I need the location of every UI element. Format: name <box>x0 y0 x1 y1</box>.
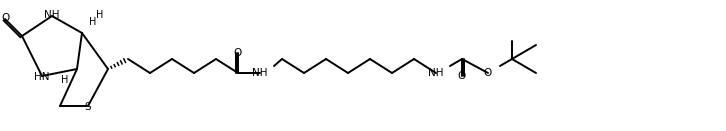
Text: H: H <box>89 17 97 27</box>
Text: H: H <box>97 10 104 20</box>
Text: O: O <box>484 68 492 78</box>
Text: NH: NH <box>428 68 444 78</box>
Text: O: O <box>458 71 466 81</box>
Text: NH: NH <box>252 68 268 78</box>
Text: O: O <box>1 13 9 23</box>
Text: HN: HN <box>34 72 50 82</box>
Text: H: H <box>61 75 69 85</box>
Text: NH: NH <box>44 10 60 20</box>
Text: O: O <box>234 48 242 58</box>
Text: S: S <box>85 102 91 112</box>
